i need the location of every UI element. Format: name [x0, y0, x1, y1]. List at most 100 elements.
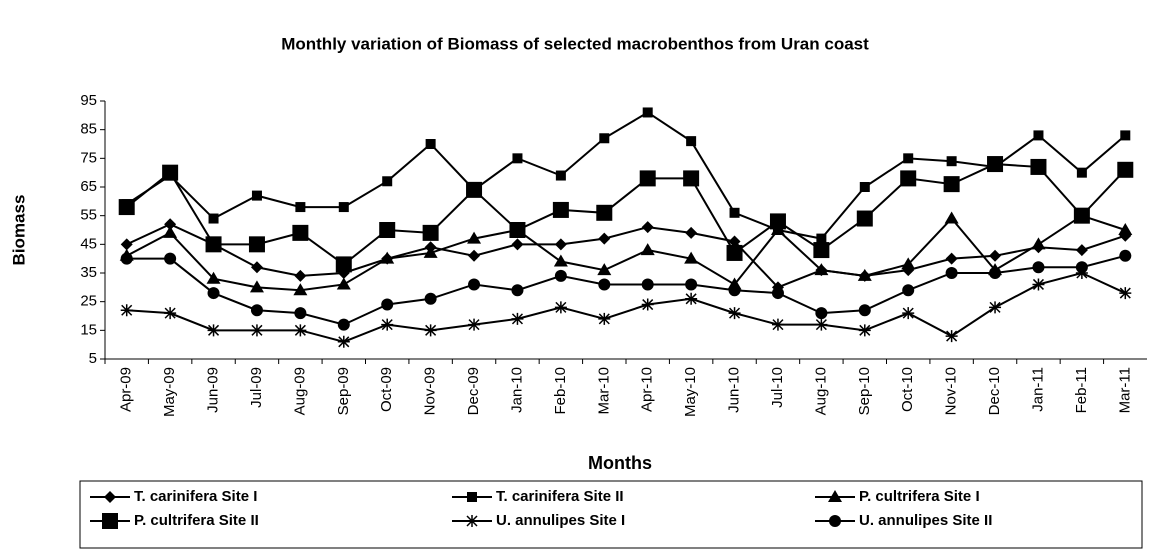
data-point: [683, 170, 700, 187]
x-tick-label: Mar-11: [1116, 367, 1133, 413]
data-point: [555, 170, 566, 181]
data-point: [294, 269, 307, 282]
legend-marker: [466, 515, 478, 527]
data-point: [901, 257, 916, 270]
x-tick-label: Dec-10: [986, 367, 1003, 415]
data-point: [423, 245, 438, 258]
x-tick-label: Oct-10: [899, 367, 916, 412]
series-line: [126, 163, 1127, 266]
data-point: [509, 222, 526, 238]
x-tick-label: Feb-11: [1073, 367, 1090, 413]
data-point: [641, 298, 654, 311]
data-point: [118, 199, 135, 216]
data-point: [207, 324, 220, 337]
data-point: [164, 218, 177, 231]
x-tick-label: Dec-09: [465, 367, 482, 415]
data-point: [249, 280, 264, 293]
x-tick-label: Aug-09: [291, 367, 308, 415]
data-point: [120, 304, 133, 317]
legend-marker: [828, 490, 842, 502]
data-point: [379, 222, 396, 238]
data-point: [989, 249, 1002, 262]
legend-marker: [829, 515, 841, 527]
chart-title: Monthly variation of Biomass of selected…: [281, 34, 869, 53]
y-tick-label: 55: [80, 207, 97, 224]
data-point: [1120, 130, 1131, 141]
data-point: [771, 318, 784, 331]
y-tick-label: 45: [80, 235, 97, 252]
data-point: [380, 251, 395, 264]
data-point: [859, 182, 870, 192]
data-point: [902, 307, 915, 320]
data-point: [1073, 207, 1090, 224]
data-point: [684, 251, 699, 264]
data-point: [771, 287, 784, 300]
data-point: [815, 318, 828, 331]
x-tick-label: Nov-09: [422, 367, 439, 415]
data-point: [468, 249, 481, 262]
data-point: [554, 301, 567, 314]
x-tick-label: Jun-09: [205, 367, 222, 413]
series-line: [126, 214, 1126, 292]
data-point: [467, 231, 482, 244]
legend-label: P. cultrifera Site II: [134, 512, 259, 529]
data-point: [1119, 287, 1132, 300]
data-point: [728, 284, 741, 297]
data-point: [900, 170, 917, 187]
data-point: [813, 242, 830, 259]
data-point: [381, 318, 394, 331]
legend-marker: [467, 492, 477, 502]
data-point: [382, 176, 393, 187]
data-point: [989, 267, 1002, 279]
data-point: [425, 139, 436, 149]
data-point: [292, 224, 309, 241]
legend-marker: [102, 513, 118, 529]
data-point: [552, 201, 569, 218]
x-tick-label: Jul-10: [769, 367, 786, 408]
data-point: [554, 269, 567, 282]
x-tick-label: Aug-10: [812, 367, 829, 415]
x-tick-label: Jul-09: [248, 367, 265, 408]
data-point: [945, 267, 958, 279]
data-point: [728, 235, 741, 248]
series-line: [126, 223, 1126, 289]
data-point: [945, 330, 958, 343]
data-point: [945, 252, 958, 265]
data-point: [598, 278, 611, 291]
data-point: [424, 292, 437, 305]
data-point: [642, 107, 653, 118]
data-point: [1118, 223, 1133, 235]
legend-marker: [104, 491, 116, 503]
x-tick-label: Sep-09: [335, 367, 352, 415]
data-point: [729, 207, 740, 218]
data-point: [728, 307, 741, 320]
data-point: [163, 225, 178, 238]
data-point: [338, 202, 349, 213]
data-point: [685, 226, 698, 239]
legend-label: P. cultrifera Site I: [859, 488, 980, 505]
data-point: [511, 284, 524, 297]
data-point: [164, 307, 177, 320]
data-point: [294, 307, 307, 320]
y-tick-label: 25: [80, 293, 97, 310]
y-tick-label: 95: [80, 92, 97, 109]
data-point: [1119, 249, 1132, 262]
data-point: [468, 318, 481, 331]
legend-label: T. carinifera Site I: [134, 488, 257, 505]
data-point: [639, 170, 656, 187]
series-line: [126, 111, 1126, 240]
legend-label: T. carinifera Site II: [496, 488, 624, 505]
data-point: [335, 256, 352, 273]
data-point: [640, 243, 655, 256]
data-point: [856, 210, 873, 227]
series-line: [126, 271, 1126, 343]
x-tick-label: Jun-10: [726, 367, 743, 413]
y-tick-label: 15: [80, 321, 97, 338]
data-point: [596, 204, 613, 221]
data-point: [208, 213, 219, 224]
data-point: [598, 232, 611, 245]
data-point: [641, 278, 654, 291]
data-point: [858, 324, 871, 337]
data-point: [553, 254, 568, 267]
